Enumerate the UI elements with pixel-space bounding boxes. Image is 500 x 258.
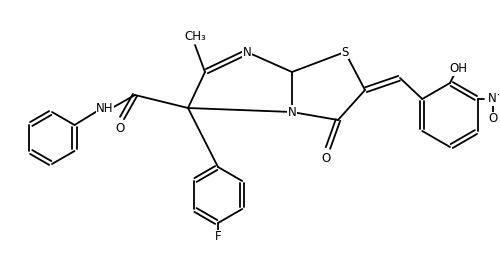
Text: OH: OH — [449, 62, 467, 76]
Text: O: O — [488, 112, 498, 125]
Text: CH₃: CH₃ — [184, 29, 206, 43]
Text: N: N — [488, 93, 497, 106]
Text: O: O — [116, 122, 124, 134]
Text: NH: NH — [96, 101, 114, 115]
Text: S: S — [342, 45, 348, 59]
Text: N: N — [242, 45, 252, 59]
Text: O: O — [499, 80, 500, 93]
Text: N: N — [288, 106, 296, 118]
Text: +: + — [498, 87, 500, 96]
Text: F: F — [214, 230, 222, 244]
Text: O: O — [322, 151, 330, 165]
